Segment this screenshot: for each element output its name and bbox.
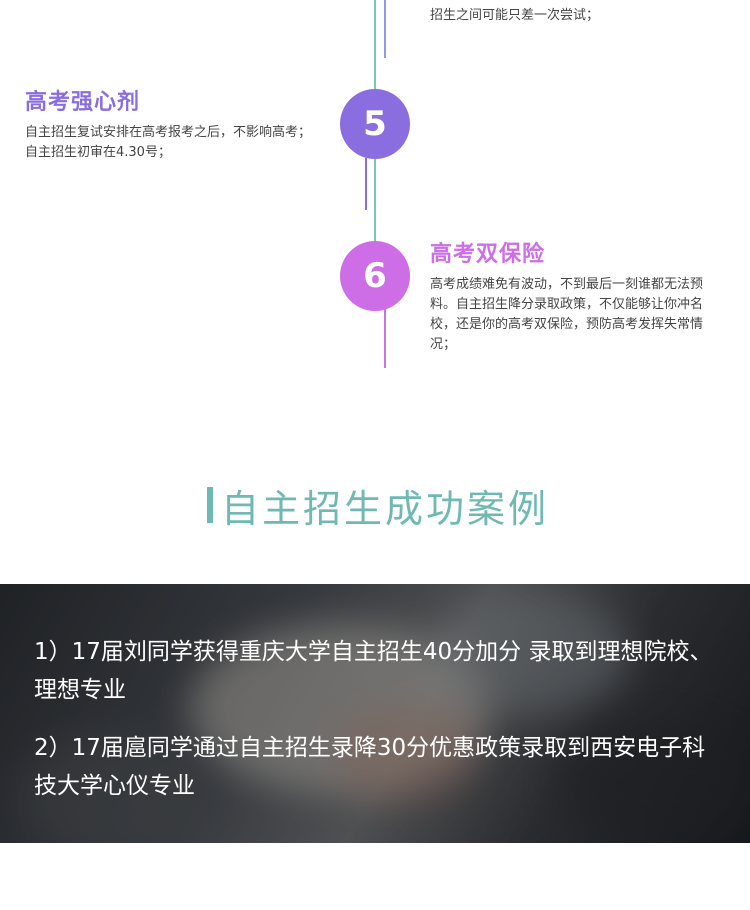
success-cases-banner: 1）17届刘同学获得重庆大学自主招生40分加分 录取到理想院校、理想专业 2）1… <box>0 584 750 843</box>
background-photo <box>430 594 630 714</box>
title-accent-bar <box>207 487 213 523</box>
section-title-text: 自主招生成功案例 <box>221 486 550 531</box>
background-photo <box>560 724 750 843</box>
timeline-line <box>374 0 376 89</box>
timeline-line <box>374 158 376 246</box>
timeline-item-6-desc: 高考成绩难免有波动，不到最后一刻谁都无法预料。自主招生降分录取政策，不仅能够让你… <box>430 277 704 352</box>
timeline-item-4-desc: 招生之间可能只差一次尝试； <box>430 8 600 23</box>
case-item-1: 1）17届刘同学获得重庆大学自主招生40分加分 录取到理想院校、理想专业 <box>34 639 713 703</box>
timeline-item-6-title: 高考双保险 <box>430 242 546 267</box>
timeline-item-5-title: 高考强心剂 <box>25 90 141 115</box>
background-photo <box>20 734 200 843</box>
timeline-item-5-desc: 自主招生复试安排在高考报考之后，不影响高考；自主招生初审在4.30号； <box>25 125 312 160</box>
background-photo <box>330 704 480 804</box>
timeline-line <box>365 158 367 210</box>
timeline-line <box>384 306 386 368</box>
banner-overlay <box>0 584 750 843</box>
background-photo <box>190 624 490 794</box>
case-item-2: 2）17届扈同学通过自主招生录降30分优惠政策录取到西安电子科技大学心仪专业 <box>34 735 706 799</box>
timeline-number-5: 5 <box>340 89 410 159</box>
section-title: 自主招生成功案例 <box>207 483 549 531</box>
timeline-number-6: 6 <box>340 241 410 311</box>
timeline-line <box>384 0 386 58</box>
